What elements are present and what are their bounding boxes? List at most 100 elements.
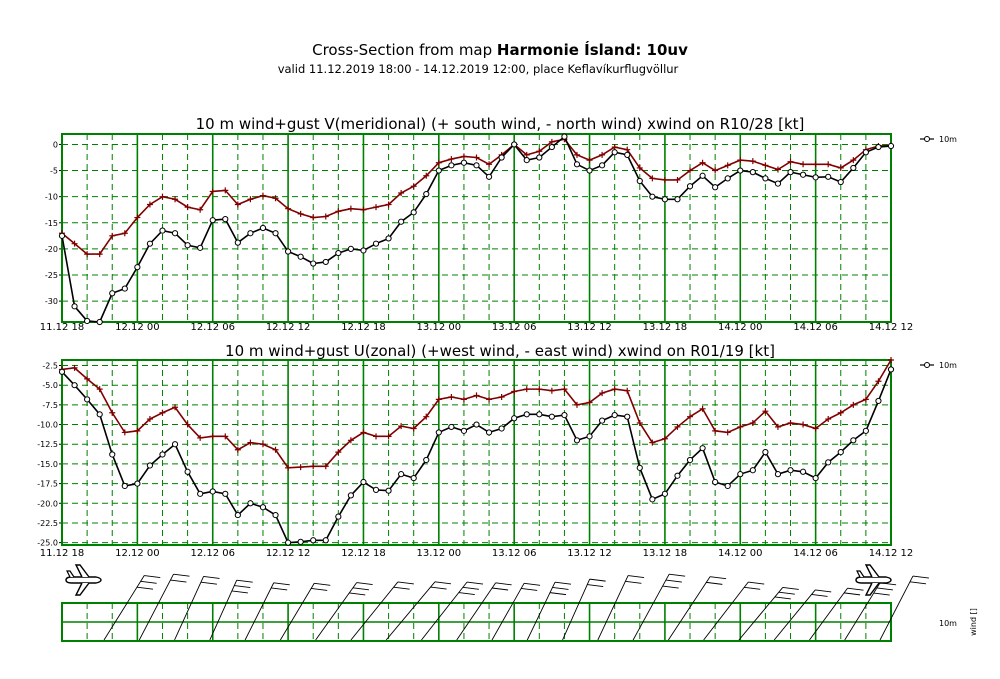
y-tick-label: -30 [45,297,58,306]
gust-point [146,416,153,423]
wind-barb-panel: 10m wind [] [61,564,978,642]
barb-axis-label: wind [] [969,608,978,636]
wind-point [360,247,367,254]
gust-point [661,176,668,183]
gust-point [234,201,241,208]
wind-point [649,496,656,503]
gust-point [724,429,731,436]
x-tick-label: 14.12 12 [869,548,914,559]
gust-point [272,195,279,202]
wind-point [498,425,505,432]
gust-point [523,386,530,393]
x-tick-label: 11.12 18 [40,322,85,333]
wind-point [573,437,581,444]
main-title: Cross-Section from map Harmonie Ísland: … [312,40,688,59]
gust-point [360,429,367,436]
gust-point [611,386,618,393]
gust-point [599,390,606,397]
airplane-icon-left [65,564,102,596]
plane-tail [856,570,865,578]
wind-barb [491,582,541,641]
gust-point [875,378,882,385]
y-tick-label: -17.5 [37,480,58,489]
wind-point [322,258,329,266]
gust-point [134,427,141,434]
x-tick-label: 13.12 12 [567,548,612,559]
y-tick-label: -22.5 [37,519,58,528]
wind-barb [315,582,373,641]
gust-point [837,164,844,171]
wind-point [159,227,166,234]
gust-point [548,138,555,145]
gust-point [812,425,819,432]
gust-point [71,240,78,247]
wind-point [737,167,744,174]
wind-point [485,429,493,436]
wind-point [812,174,819,181]
panel-2: 10 m wind+gust U(zonal) (+west wind, - e… [37,342,957,559]
wind-point [448,162,455,169]
wind-point [837,178,844,186]
x-tick-label: 13.12 12 [567,322,612,333]
gust-point [498,394,505,400]
wind-point [699,172,706,179]
gust-point [385,433,392,440]
wind-barb [421,581,484,641]
wind-point [448,423,455,431]
wind-point [121,482,128,490]
wind-point [410,474,417,482]
wind-point [862,149,869,156]
panel-title: 10 m wind+gust U(zonal) (+west wind, - e… [225,342,775,360]
x-tick-label: 12.12 06 [190,322,235,333]
gust-point [749,158,756,165]
wind-point [661,196,669,203]
gust-point [184,421,191,428]
wind-point [84,396,91,403]
plot-frame [61,359,892,546]
wind-point [372,486,380,493]
wind-point [209,217,216,224]
gust-point [197,206,204,213]
gust-point [611,144,618,151]
gust-point [259,192,266,199]
wind-barb [738,587,799,641]
x-tick-label: 13.12 00 [417,548,462,559]
wind-point [611,149,618,156]
wind-point [134,480,141,487]
x-tick-label: 14.12 12 [869,322,914,333]
x-tick-label: 12.12 00 [115,322,160,333]
wind-point [121,285,128,292]
gust-point [511,388,518,395]
wind-point [485,173,493,180]
x-tick-label: 12.12 18 [341,548,386,559]
barb-frame [61,602,892,642]
wind-point [159,451,166,458]
gust-point [121,429,128,436]
gust-point [423,413,430,420]
wind-point [347,492,354,499]
gust-point [724,162,731,169]
wind-point [686,456,694,464]
gust-point [737,423,744,430]
wind-point [222,216,229,223]
gust-point [109,409,116,416]
wind-point [699,445,706,452]
wind-point [310,537,317,544]
gust-point [71,364,78,371]
wind-point [209,488,216,495]
y-tick-label: -5.0 [42,381,58,390]
wind-point [435,429,442,436]
wind-point [787,169,794,176]
wind-point [171,441,179,448]
plot-frame [61,133,892,323]
wind-point [71,382,78,389]
wind-point [712,184,719,191]
wind-point [536,411,543,418]
gust-point [109,232,116,239]
gust-point [649,175,656,182]
gust-point [272,446,279,453]
gust-point [347,437,354,444]
wind-point [599,162,606,169]
wind-point [712,478,719,486]
